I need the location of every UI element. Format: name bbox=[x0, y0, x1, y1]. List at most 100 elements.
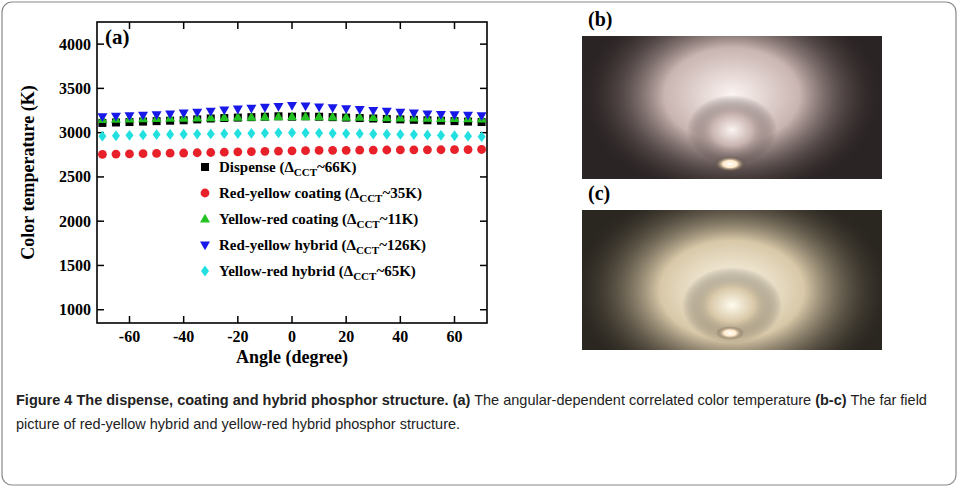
plot-frame bbox=[97, 22, 487, 323]
y-tick-label: 2000 bbox=[59, 213, 91, 230]
point bbox=[382, 108, 392, 117]
photo-glow bbox=[582, 36, 882, 179]
caption: Figure 4 The dispense, coating and hybri… bbox=[16, 388, 942, 436]
legend-text-part: Red-yellow coating (Δ bbox=[219, 185, 360, 202]
legend-subscript: CCT bbox=[359, 192, 383, 204]
legend-text-part: ~11K) bbox=[380, 211, 419, 228]
y-tick-label: 3000 bbox=[59, 124, 91, 141]
point bbox=[395, 109, 405, 118]
point bbox=[301, 111, 311, 120]
panel-label: (b) bbox=[588, 8, 612, 31]
series bbox=[98, 145, 486, 159]
point bbox=[219, 106, 229, 115]
x-tick-label: 0 bbox=[288, 328, 296, 345]
point bbox=[207, 129, 215, 140]
point bbox=[233, 147, 242, 156]
point bbox=[396, 129, 404, 140]
x-tick-top bbox=[237, 22, 239, 29]
x-tick-label: -40 bbox=[173, 328, 194, 345]
y-tick bbox=[97, 88, 104, 90]
point bbox=[423, 145, 432, 154]
point bbox=[273, 112, 283, 121]
caption-tag: (b-c) bbox=[815, 392, 846, 408]
point bbox=[180, 129, 188, 140]
point bbox=[166, 129, 174, 140]
x-tick-top bbox=[291, 22, 293, 29]
point bbox=[152, 149, 161, 158]
point bbox=[165, 110, 175, 119]
point bbox=[247, 128, 255, 139]
caption-text: The angular-dependent correlated color t… bbox=[474, 392, 811, 408]
x-tick-top bbox=[183, 22, 185, 29]
point bbox=[451, 130, 459, 141]
point bbox=[356, 128, 364, 139]
photo bbox=[582, 210, 882, 350]
point bbox=[192, 109, 202, 118]
point bbox=[315, 146, 324, 155]
y-tick-right bbox=[480, 220, 487, 222]
point bbox=[410, 129, 418, 140]
series bbox=[97, 111, 486, 123]
x-tick bbox=[291, 316, 293, 323]
point bbox=[206, 108, 216, 117]
point bbox=[409, 110, 419, 119]
point bbox=[315, 128, 323, 139]
photo-glow bbox=[582, 210, 882, 350]
series bbox=[98, 127, 485, 142]
point bbox=[464, 131, 472, 142]
point bbox=[125, 112, 135, 121]
point bbox=[125, 150, 134, 159]
point bbox=[274, 127, 282, 138]
point bbox=[450, 145, 459, 154]
legend-text-part: ~126K) bbox=[379, 237, 426, 254]
point bbox=[477, 145, 486, 154]
point bbox=[355, 146, 364, 155]
x-tick-top bbox=[454, 22, 456, 29]
legend-marker bbox=[200, 214, 210, 223]
point bbox=[342, 146, 351, 155]
point bbox=[274, 112, 282, 120]
point bbox=[369, 129, 377, 140]
legend-marker bbox=[201, 266, 209, 277]
point bbox=[220, 148, 229, 157]
y-tick-label: 4000 bbox=[59, 36, 91, 53]
legend-label: Yellow-red coating (ΔCCT~11K) bbox=[219, 211, 418, 230]
point bbox=[355, 106, 365, 115]
point bbox=[233, 106, 243, 115]
point bbox=[126, 130, 134, 141]
series bbox=[97, 102, 486, 122]
point bbox=[396, 146, 405, 155]
legend-label: Yellow-red hybrid (ΔCCT~65K) bbox=[219, 263, 416, 282]
legend-label: Dispense (ΔCCT~66K) bbox=[219, 159, 357, 178]
point bbox=[139, 149, 148, 158]
point bbox=[288, 146, 297, 155]
point bbox=[138, 112, 148, 121]
photo-led bbox=[716, 326, 744, 340]
point bbox=[341, 105, 351, 114]
legend-label: Red-yellow hybrid (ΔCCT~126K) bbox=[219, 237, 426, 256]
photo-glow bbox=[687, 95, 777, 165]
point bbox=[179, 110, 189, 119]
point bbox=[152, 111, 162, 120]
point bbox=[193, 129, 201, 140]
y-tick-right bbox=[480, 265, 487, 267]
panel-label: (c) bbox=[588, 182, 610, 205]
y-axis-title: Color temperature (K) bbox=[18, 85, 39, 259]
point bbox=[139, 129, 147, 140]
point bbox=[98, 131, 106, 142]
y-tick-label: 2500 bbox=[59, 168, 91, 185]
point bbox=[477, 112, 487, 121]
legend-text-part: ~35K) bbox=[382, 185, 421, 202]
x-tick bbox=[454, 316, 456, 323]
legend-marker bbox=[200, 241, 210, 250]
point bbox=[383, 129, 391, 140]
point bbox=[112, 130, 120, 141]
point bbox=[274, 147, 283, 156]
point bbox=[112, 150, 121, 159]
point bbox=[369, 146, 378, 155]
point bbox=[301, 103, 311, 112]
point bbox=[437, 130, 445, 141]
point bbox=[342, 128, 350, 139]
point bbox=[260, 112, 270, 121]
y-tick bbox=[97, 309, 104, 311]
